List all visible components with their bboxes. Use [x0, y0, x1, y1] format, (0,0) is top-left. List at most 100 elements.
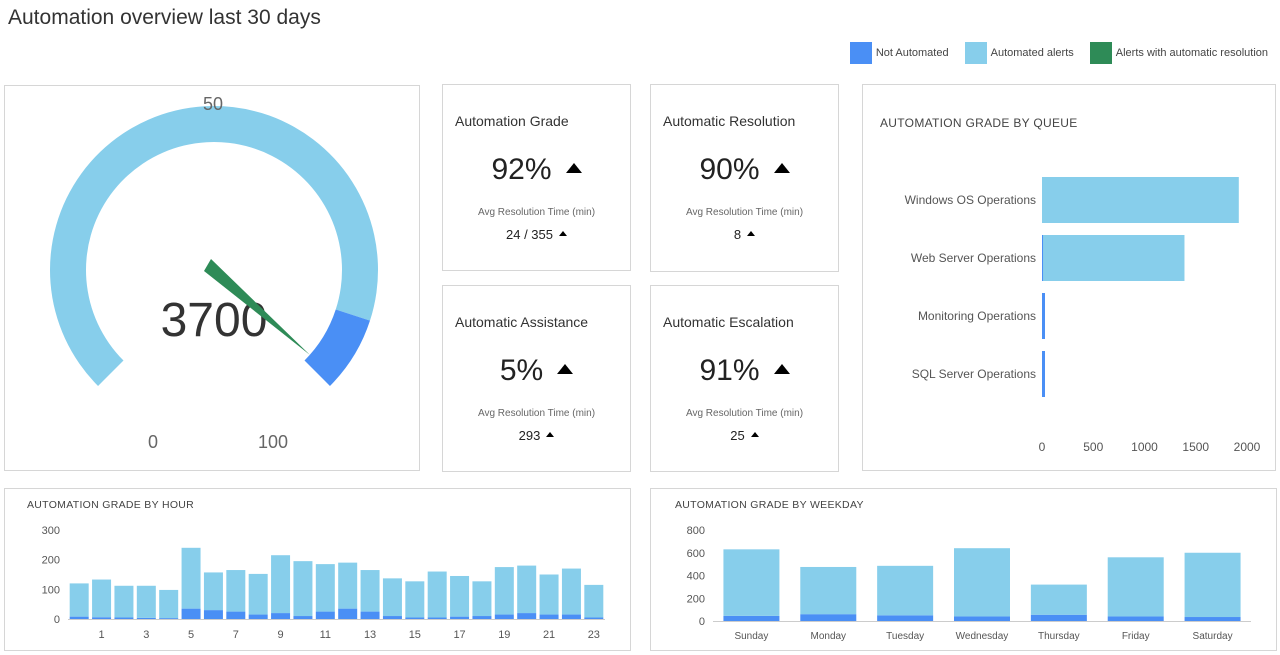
weekday-chart: 0 200 400 600 800 Sunday Monday Tuesday Wednesda…	[687, 525, 1251, 642]
tile-time: 293	[443, 428, 630, 443]
swatch-automated-alerts	[964, 42, 987, 64]
x-tick-label: 15	[409, 629, 421, 641]
x-tick-label: 1	[99, 629, 105, 641]
gauge-card[interactable]: 3700 50 0 100	[4, 85, 420, 471]
x-tick-label: Tuesday	[886, 631, 924, 642]
gauge-label-min: 0	[148, 432, 158, 452]
gauge-label-max: 100	[258, 432, 288, 452]
legend-label: Alerts with automatic resolution	[1115, 47, 1268, 59]
chart-title: AUTOMATION GRADE BY WEEKDAY	[675, 499, 864, 511]
bar-segment	[1030, 584, 1087, 615]
tile-automation-grade[interactable]: Automation Grade 92% Avg Resolution Time…	[442, 84, 631, 271]
bar-segment	[517, 613, 537, 619]
tile-title: Automatic Assistance	[455, 314, 589, 330]
bar-segment	[954, 548, 1010, 617]
bar-segment	[114, 585, 134, 618]
bar-segment	[877, 615, 934, 621]
x-tick-label: 19	[498, 629, 510, 641]
y-tick-label: 800	[687, 525, 705, 537]
bar-segment	[226, 570, 246, 612]
gauge-label-mid: 50	[203, 94, 223, 114]
queue-chart-card[interactable]: AUTOMATION GRADE BY QUEUE Windows OS Ope…	[862, 84, 1276, 471]
bar-segment	[1184, 617, 1241, 621]
bar-segment	[69, 616, 89, 619]
x-tick-label: Wednesday	[956, 631, 1009, 642]
x-tick-label: 21	[543, 629, 555, 641]
queue-bar	[1042, 351, 1045, 397]
queue-bar	[1043, 235, 1185, 281]
tile-automatic-resolution[interactable]: Automatic Resolution 90% Avg Resolution …	[650, 84, 839, 272]
bar-segment	[248, 573, 268, 615]
queue-bar	[1042, 293, 1045, 339]
bar-segment	[539, 614, 559, 619]
gauge-arc-not-automated	[304, 309, 370, 386]
trend-up-icon	[773, 163, 790, 174]
bar-segment	[69, 583, 89, 617]
bar-segment	[1107, 557, 1164, 617]
bar-segment	[472, 581, 492, 617]
legend-item-automated-alerts[interactable]: Automated alerts	[964, 42, 1074, 64]
page-title: Automation overview last 30 days	[8, 6, 321, 29]
queue-category-label: Monitoring Operations	[918, 309, 1036, 323]
queue-category-label: Windows OS Operations	[905, 193, 1036, 207]
x-tick-label: 2000	[1234, 440, 1261, 454]
queue-chart: Windows OS Operations Web Server Operatio…	[905, 177, 1261, 454]
tile-time: 25	[651, 428, 838, 443]
tile-value: 92%	[443, 153, 630, 187]
gauge-arc-automated	[49, 105, 378, 386]
bar-segment	[1030, 614, 1087, 621]
bar-segment	[382, 578, 402, 617]
x-tick-label: Saturday	[1193, 631, 1233, 642]
tile-automatic-escalation[interactable]: Automatic Escalation 91% Avg Resolution …	[650, 285, 839, 472]
bar-segment	[293, 561, 313, 617]
bar-segment	[360, 570, 380, 612]
x-tick-label: 0	[1039, 440, 1046, 454]
legend-item-not-automated[interactable]: Not Automated	[849, 42, 949, 64]
tile-subtitle: Avg Resolution Time (min)	[685, 408, 804, 419]
x-tick-label: 3	[143, 629, 149, 641]
y-tick-label: 200	[42, 555, 60, 567]
tile-subtitle: Avg Resolution Time (min)	[477, 207, 596, 218]
gauge-needle	[204, 259, 310, 355]
bar-segment	[584, 584, 604, 618]
bar-segment	[877, 565, 934, 616]
tile-automatic-assistance[interactable]: Automatic Assistance 5% Avg Resolution T…	[442, 285, 631, 472]
bar-segment	[248, 614, 268, 619]
bar-segment	[1184, 552, 1241, 618]
trend-up-icon	[565, 163, 582, 174]
bar-segment	[338, 608, 358, 619]
hour-chart-card[interactable]: AUTOMATION GRADE BY HOUR 0 100 200 300 1 3 5 7 9…	[4, 488, 631, 651]
x-tick-label: Monday	[810, 631, 846, 642]
bar-segment	[561, 568, 581, 615]
bar-segment	[271, 555, 291, 614]
bar-segment	[723, 549, 780, 616]
tile-title: Automatic Resolution	[663, 113, 796, 129]
x-tick-label: 1000	[1131, 440, 1158, 454]
x-tick-label: Thursday	[1038, 631, 1080, 642]
weekday-chart-card[interactable]: AUTOMATION GRADE BY WEEKDAY 0 200 400 600 80…	[650, 488, 1277, 651]
tile-value: 5%	[443, 354, 630, 388]
bar-segment	[92, 617, 112, 619]
bar-segment	[405, 581, 425, 618]
bar-segment	[494, 614, 514, 619]
legend-label: Automated alerts	[990, 47, 1074, 59]
bar-segment	[293, 616, 313, 619]
trend-up-icon	[747, 231, 756, 237]
bar-segment	[271, 613, 291, 619]
y-tick-label: 100	[42, 584, 60, 596]
trend-up-icon	[750, 432, 759, 438]
legend-item-auto-resolution[interactable]: Alerts with automatic resolution	[1089, 42, 1268, 64]
tile-title: Automation Grade	[455, 113, 569, 129]
queue-category-label: SQL Server Operations	[912, 367, 1036, 381]
bar-segment	[181, 608, 201, 619]
y-tick-label: 0	[54, 614, 60, 626]
x-tick-label: 5	[188, 629, 194, 641]
tile-time: 24 / 355	[443, 227, 630, 242]
x-tick-label: 11	[320, 629, 331, 641]
swatch-auto-resolution	[1089, 42, 1112, 64]
x-tick-label: Friday	[1122, 631, 1150, 642]
bar-segment	[723, 615, 780, 621]
bar-segment	[181, 547, 201, 609]
legend: Not Automated Automated alerts Alerts wi…	[849, 42, 1268, 64]
